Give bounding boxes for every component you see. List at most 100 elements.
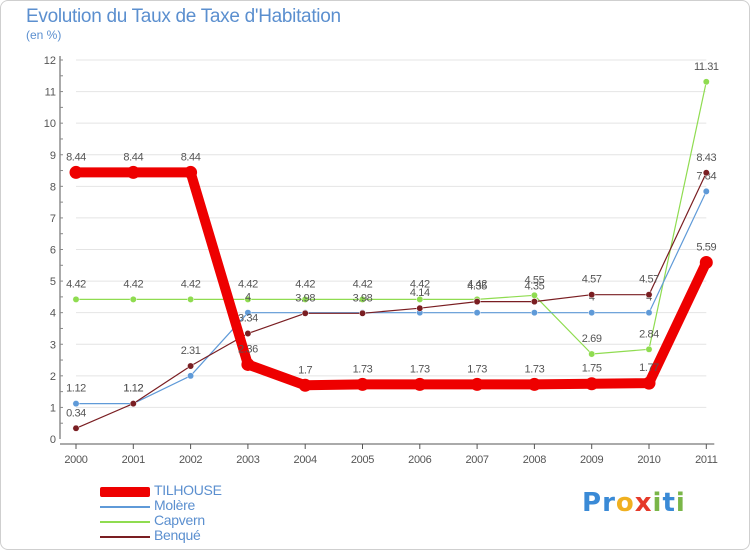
data-point-molere: [588, 309, 596, 317]
data-point-molere: [244, 309, 252, 317]
chart-subtitle: (en %): [26, 28, 62, 42]
legend-swatch-benque: [100, 536, 150, 538]
legend-label-benque: Benqué: [154, 527, 201, 543]
chart-title: Evolution du Taux de Taxe d'Habitation: [26, 6, 341, 27]
logo-letter: P: [582, 488, 603, 518]
data-point-capvern: [244, 295, 252, 303]
data-point-tilhouse: [527, 377, 541, 391]
data-label-molere: 4: [245, 292, 251, 304]
data-label-capvern: 4.42: [467, 278, 487, 290]
data-label-molere: 1.12: [123, 383, 143, 395]
data-label-benque: 4.35: [524, 281, 544, 293]
y-tick-label: 1: [50, 402, 56, 414]
data-label-benque: 3.98: [353, 292, 373, 304]
x-tick-label: 2010: [637, 454, 660, 466]
data-label-tilhouse: 5.59: [696, 241, 716, 253]
data-point-capvern: [588, 350, 596, 358]
x-tick-label: 2007: [465, 454, 488, 466]
data-label-tilhouse: 8.44: [181, 151, 201, 163]
y-tick-label: 12: [44, 55, 56, 67]
data-point-benque: [473, 298, 481, 306]
data-label-tilhouse: 8.44: [66, 151, 86, 163]
y-tick-label: 0: [50, 434, 56, 446]
data-point-capvern: [129, 295, 137, 303]
data-point-capvern: [702, 78, 710, 86]
data-point-tilhouse: [470, 377, 484, 391]
y-tick-label: 10: [44, 118, 56, 130]
data-label-benque: 4.14: [410, 287, 430, 299]
data-label-capvern: 2.84: [639, 328, 659, 340]
data-label-benque: 3.98: [295, 292, 315, 304]
x-tick-label: 2004: [294, 454, 317, 466]
data-point-tilhouse: [126, 165, 140, 179]
logo-letter: x: [634, 488, 653, 518]
data-label-benque: 4.57: [582, 274, 602, 286]
legend-label-capvern: Capvern: [154, 512, 205, 528]
data-point-benque: [301, 309, 309, 317]
y-tick-label: 11: [45, 87, 56, 99]
y-tick-label: 3: [50, 339, 56, 351]
y-tick-label: 9: [50, 150, 56, 162]
data-point-benque: [187, 362, 195, 370]
data-label-tilhouse: 1.75: [582, 363, 602, 375]
x-tick-label: 2008: [523, 454, 546, 466]
data-point-tilhouse: [298, 378, 312, 392]
data-label-tilhouse: 1.73: [410, 363, 430, 375]
y-tick-label: 6: [50, 245, 56, 257]
y-tick-label: 7: [50, 213, 56, 225]
legend-label-molere: Molère: [154, 497, 195, 513]
logo-letter: i: [675, 488, 686, 518]
data-point-molere: [473, 309, 481, 317]
logo-letter: t: [662, 488, 676, 518]
series-line-tilhouse: [71, 167, 712, 391]
x-tick-label: 2009: [580, 454, 603, 466]
data-point-tilhouse: [69, 165, 83, 179]
legend-swatch-molere: [100, 506, 150, 508]
legend-label-tilhouse: TILHOUSE: [154, 482, 222, 498]
data-point-capvern: [645, 345, 653, 353]
data-label-benque: 4.35: [467, 281, 487, 293]
data-point-benque: [359, 309, 366, 317]
data-label-benque: 1.12: [123, 383, 143, 395]
data-point-capvern: [72, 295, 80, 303]
data-label-capvern: 4.42: [238, 278, 258, 290]
data-label-benque: 3.34: [238, 313, 258, 325]
data-point-tilhouse: [585, 377, 599, 391]
data-point-benque: [530, 298, 538, 306]
data-label-tilhouse: 2.36: [238, 343, 258, 355]
data-label-capvern: 2.69: [582, 333, 602, 345]
series-line-molere: [75, 190, 707, 405]
data-label-capvern: 4.42: [181, 278, 201, 290]
data-label-tilhouse: 1.7: [298, 364, 312, 376]
data-label-capvern: 4.42: [295, 278, 315, 290]
data-label-tilhouse: 8.44: [123, 151, 143, 163]
x-tick-label: 2005: [351, 454, 374, 466]
data-label-tilhouse: 1.73: [524, 363, 544, 375]
data-point-molere: [530, 309, 538, 317]
data-point-tilhouse: [184, 165, 198, 179]
data-label-molere: 1.12: [66, 383, 86, 395]
logo-letter: i: [652, 488, 663, 518]
data-label-molere: 7.84: [696, 170, 716, 182]
data-label-capvern: 11.31: [694, 61, 719, 73]
y-tick-label: 5: [50, 276, 56, 288]
x-tick-label: 2002: [179, 454, 202, 466]
data-label-benque: 4.57: [639, 274, 659, 286]
logo-letter: r: [602, 488, 616, 518]
data-point-molere: [702, 187, 710, 195]
x-tick-label: 2006: [408, 454, 431, 466]
data-point-benque: [244, 330, 252, 337]
y-tick-label: 8: [50, 181, 56, 193]
data-point-tilhouse: [356, 377, 369, 391]
legend-swatch-capvern: [100, 521, 150, 523]
data-point-tilhouse: [699, 255, 713, 269]
data-label-benque: 2.31: [181, 345, 201, 357]
data-point-benque: [588, 291, 596, 299]
data-point-molere: [72, 400, 80, 408]
series-line-capvern: [75, 81, 707, 355]
data-point-tilhouse: [642, 376, 656, 390]
data-label-capvern: 4.42: [353, 278, 373, 290]
data-label-capvern: 4.55: [524, 274, 544, 286]
data-point-tilhouse: [413, 377, 427, 391]
